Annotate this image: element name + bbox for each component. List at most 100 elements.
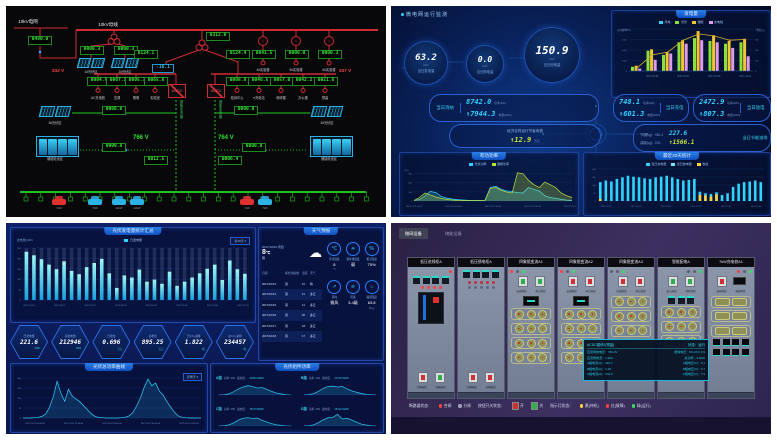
legend-swatch [491, 162, 496, 166]
breaker[interactable] [422, 275, 430, 284]
chart-el [275, 196, 280, 202]
push-button[interactable] [534, 275, 545, 287]
push-button[interactable] [434, 371, 445, 383]
breaker[interactable] [668, 295, 675, 304]
tick-label: 1,200 [755, 29, 761, 31]
chart-el [704, 195, 707, 201]
push-button[interactable] [617, 275, 628, 287]
chart-el [205, 268, 209, 300]
meter-band [711, 324, 751, 337]
push-button[interactable] [684, 275, 695, 287]
cabinet-base [558, 392, 604, 398]
meter-dial [714, 312, 730, 320]
chart-el [218, 385, 292, 395]
forecast-cell: 弱 [285, 292, 288, 297]
chart-el [748, 181, 751, 201]
cabinet-body: 急停按钮 电源开关 [708, 267, 754, 392]
push-button[interactable] [484, 371, 495, 383]
pv-dashboard: 光伏发电量统计汇总 发电量(kWh) 日发电量 近30天 ▾ 0 50 100 150… [6, 223, 386, 434]
breaker[interactable] [482, 270, 490, 278]
push-button[interactable] [467, 371, 478, 383]
push-button[interactable] [667, 275, 678, 287]
acdc-converter-icon[interactable]: AC/DC [207, 84, 225, 98]
ev-charger-icon[interactable] [88, 196, 102, 205]
meter-readout: 0841.5 [252, 50, 276, 59]
breaker[interactable] [677, 295, 685, 304]
breaker[interactable] [687, 295, 694, 304]
chart-el [659, 176, 663, 201]
string-mini-chart [218, 417, 292, 427]
legend-dot-icon [438, 404, 443, 408]
meter-band [561, 308, 601, 320]
pv-strings-panel: 光伏组件功率 A路 功率 / kW 发电量： 23452.2kWh B路 功率 / kW 发… [210, 363, 384, 433]
push-button[interactable] [517, 275, 528, 287]
meter-dial [576, 309, 586, 319]
chart-tab[interactable]: 有功功率 [471, 152, 507, 160]
breaker[interactable] [491, 270, 499, 278]
push-button[interactable] [584, 275, 595, 287]
legend-label: 储能功率 [497, 162, 510, 166]
meter-readout: 0046.5 [248, 77, 272, 86]
chart-el [84, 267, 89, 300]
power-unit-label: 功率 / kW [308, 377, 320, 380]
chart-tab[interactable]: 最近30天统计 [654, 152, 700, 160]
hex-label: 总收益 [148, 333, 157, 338]
current-weather: 2017/10/12 周四 8℃ 阴 ☁ [262, 238, 322, 266]
mini-header: C路 功率 / kW 发电量： 15270.8kWh [216, 406, 293, 411]
legend-text: 开 [520, 403, 524, 408]
forecast-cell: 18 [302, 323, 306, 328]
power-switch[interactable] [732, 277, 746, 285]
device-label: 储能电池区 [47, 157, 63, 161]
kpi-label: 当日用电量 [543, 62, 561, 67]
tick-label: 150 [17, 269, 21, 271]
chart-el [731, 186, 735, 201]
breaker[interactable] [432, 275, 440, 284]
alarm-lamp [433, 296, 439, 303]
device-label: 预留 [321, 96, 329, 100]
tick-label: 2017-10-11 18:00:00 [102, 423, 122, 425]
ev-charger-icon[interactable] [52, 196, 66, 205]
tab-storage-devices[interactable]: 储能设备 [445, 231, 462, 236]
legend-dot-icon [458, 404, 462, 408]
mini-header: B路 功率 / kW 发电量： 12725.5kWh [301, 375, 378, 380]
ev-charger-icon[interactable] [240, 196, 254, 205]
ev-charger-icon[interactable] [130, 196, 144, 205]
stat-value: 3-4级 [348, 300, 358, 305]
chart-el [708, 40, 712, 71]
range-dropdown[interactable]: 近30天 ▾ [230, 237, 250, 245]
button-labels: 启动按钮 停止按钮 [613, 289, 649, 293]
breaker[interactable] [441, 275, 449, 284]
tick-label: 2017-10-25 [115, 305, 127, 307]
push-button[interactable] [634, 275, 645, 287]
forecast-cell: 11 [302, 302, 305, 307]
chart-el [62, 261, 66, 300]
chart-el [414, 186, 572, 201]
emission-key: 减碳(kg)：241 [640, 140, 661, 145]
push-button[interactable] [567, 275, 578, 287]
tick-label: 250 [17, 248, 21, 250]
tab-microgrid-devices[interactable]: 微网设备 [399, 228, 428, 239]
indicator-light [687, 270, 690, 273]
ev-charger-icon[interactable] [258, 196, 272, 205]
chart-tab[interactable]: 发电量 [676, 10, 706, 18]
weather-panel: 天气预报 2017/10/12 周四 8℃ 阴 ☁ 日期 紫外线指数 温度 天气 201… [258, 227, 384, 361]
range-dropdown[interactable]: 近两天 ▾ [182, 373, 202, 381]
energy-value: 15270.8kWh [249, 408, 264, 411]
legend-swatch [468, 162, 473, 166]
legend-dot-icon [631, 404, 636, 408]
breaker[interactable] [463, 270, 471, 278]
device-label: 检测中心 [230, 96, 244, 100]
push-button[interactable] [417, 371, 428, 383]
indicator-light [743, 270, 746, 273]
acdc-converter-icon[interactable]: AC/DC [168, 84, 186, 98]
breaker[interactable] [472, 270, 480, 278]
emergency-stop-button[interactable] [716, 275, 727, 287]
meter-dial [514, 353, 524, 362]
ev-charger-icon[interactable] [112, 196, 126, 205]
meter-band [661, 320, 701, 333]
kpi-circle-consumption: 150.9 kWh 当日用电量 [525, 28, 579, 82]
indicator-light [610, 270, 613, 273]
pv-bar-chart: 0 50 100 150 200 250 2017-10-13 2017-10-17 2017-… [17, 247, 249, 307]
breaker[interactable] [413, 275, 421, 284]
stat-value: 748.1 [619, 98, 641, 107]
